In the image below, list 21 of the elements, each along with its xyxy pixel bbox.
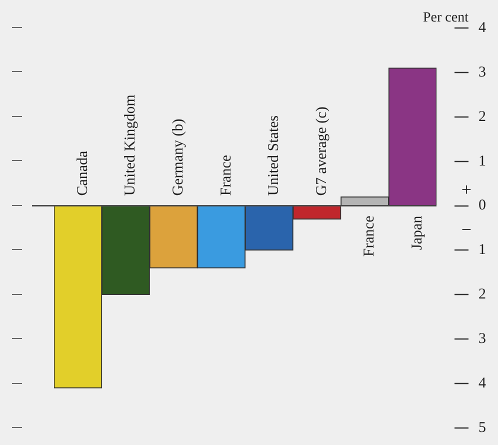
x-tick-label: United Kingdom xyxy=(122,94,139,196)
y-tick-label: 3 xyxy=(478,64,486,80)
y-tick-label: 5 xyxy=(478,420,486,436)
x-tick-label: Germany (b) xyxy=(170,118,186,196)
x-tick-label: Canada xyxy=(74,150,91,196)
x-tick-label: United States xyxy=(266,115,282,196)
text: + xyxy=(461,180,472,200)
y-tick-label: 3 xyxy=(478,331,486,348)
y-tick-label: 4 xyxy=(478,20,486,36)
x-tick-label: France xyxy=(218,154,234,196)
y-tick-label: 0 xyxy=(478,198,486,214)
x-tick-label: France xyxy=(362,215,378,257)
y-tick-label: 4 xyxy=(478,375,486,392)
x-tick-label: Japan xyxy=(410,215,426,250)
y-tick-label: 2 xyxy=(478,108,486,125)
y-tick-label: 1 xyxy=(478,242,486,258)
x-tick-label: G7 average (c) xyxy=(314,106,330,196)
y-tick-label: 2 xyxy=(478,286,486,303)
y-axis-title: Per cent xyxy=(423,10,469,26)
text: − xyxy=(461,220,472,240)
y-tick-label: 1 xyxy=(478,153,486,170)
